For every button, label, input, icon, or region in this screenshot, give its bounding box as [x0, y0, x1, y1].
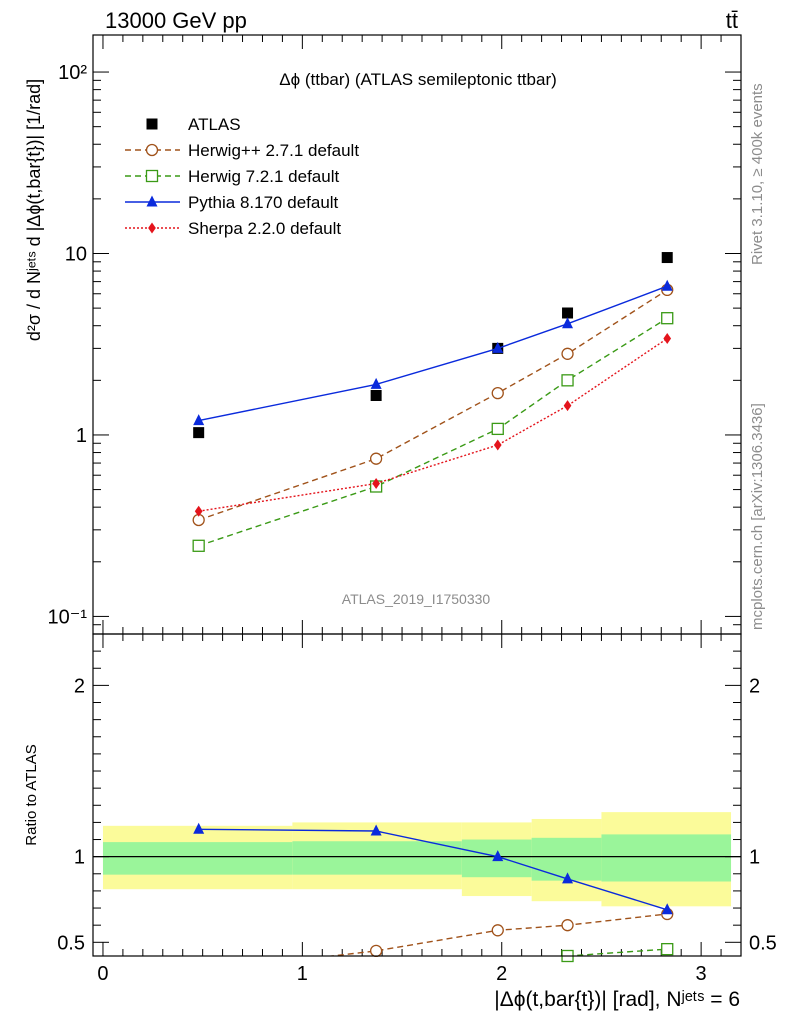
- ratio-series-2-point: [562, 872, 574, 884]
- main-ylabel: d²σ / d Nʲᵉᵗˢ d |Δϕ(t,bar{t})| [1/rad]: [24, 79, 44, 341]
- main-series-4-line: [198, 337, 668, 512]
- ratio-frame: [92, 633, 742, 957]
- ratio-series-1-point: [661, 942, 674, 956]
- header-energy: 13000 GeV pp: [105, 8, 247, 33]
- main-series-0-point: [562, 307, 574, 319]
- main-series-1-line: [198, 289, 668, 521]
- main-series-4-point: [563, 400, 572, 412]
- main-series-3-point: [370, 377, 382, 389]
- ratio-series: [193, 822, 674, 963]
- main-series-3-point: [661, 279, 673, 291]
- mcplots-label: mcplots.cern.ch [arXiv:1306.3436]: [749, 403, 766, 630]
- main-series-2-point: [491, 422, 504, 436]
- legend-label: Herwig 7.2.1 default: [188, 167, 339, 186]
- main-series-4-point: [663, 333, 672, 345]
- main-series-1-point: [491, 386, 504, 400]
- ratio-ytick-label-left: 1: [74, 847, 85, 869]
- ratio-ytick-label-left: 0.5: [57, 932, 85, 954]
- ratio-ytick-label-right: 1: [749, 847, 760, 869]
- main-series-3-line: [198, 285, 668, 422]
- main-ytick-label: 10⁻¹: [48, 606, 88, 628]
- main-series-3-point: [562, 317, 574, 329]
- main-series-2-point: [661, 312, 674, 325]
- ratio-band-inner: [102, 842, 293, 875]
- ratio-series-2-point: [661, 903, 673, 915]
- ratio-ytick-label-right: 0.5: [749, 932, 777, 954]
- main-ticks: 10⁻¹ 1 10 10²: [48, 35, 742, 635]
- ratio-series-0-line: [325, 913, 668, 956]
- ratio-xtick-label: 3: [696, 963, 707, 985]
- ratio-ticks: 0.5 0.5 1 1 2 2 0 1 2 3: [57, 633, 777, 985]
- rivet-label: Rivet 3.1.10, ≥ 400k events: [749, 83, 766, 265]
- main-panel: Δϕ (ttbar) (ATLAS semileptonic ttbar) AT…: [24, 35, 742, 635]
- main-series-1-point: [561, 347, 574, 360]
- legend-label: Sherpa 2.2.0 default: [188, 219, 341, 238]
- main-series-3-point: [492, 341, 504, 353]
- ratio-xlabel: |Δϕ(t,bar{t})| [rad], Nʲᵉᵗˢ = 6: [494, 988, 740, 1011]
- main-series-3-point: [193, 414, 205, 426]
- legend-label: Herwig++ 2.7.1 default: [188, 141, 359, 160]
- ratio-band-inner: [531, 837, 602, 881]
- ratio-series-2-point: [370, 824, 382, 836]
- main-series-2-point: [561, 374, 574, 387]
- ratio-panel: Ratio to ATLAS |Δϕ(t,bar{t})| [rad], Nʲᵉ…: [23, 633, 777, 1011]
- ratio-series-0-point: [369, 944, 383, 958]
- main-ytick-label: 10²: [58, 62, 87, 84]
- main-series-1-point: [369, 452, 383, 465]
- main-series-0-point: [370, 389, 382, 401]
- main-series-2-line: [198, 317, 668, 547]
- ratio-series-2-point: [492, 850, 504, 862]
- main-series: [192, 252, 674, 552]
- legend-label: Pythia 8.170 default: [188, 193, 339, 212]
- main-series-0-point: [661, 252, 673, 264]
- main-series-4-point: [372, 478, 380, 490]
- legend-label: ATLAS: [188, 115, 241, 134]
- analysis-watermark: ATLAS_2019_I1750330: [342, 591, 491, 607]
- ratio-series-2-point: [193, 822, 205, 834]
- ratio-ytick-label-right: 2: [749, 675, 760, 697]
- main-ytick-label: 1: [76, 425, 87, 447]
- ratio-series-0-point: [491, 924, 504, 937]
- legend-marker: [146, 118, 158, 130]
- legend-marker: [145, 169, 159, 183]
- main-ytick-label: 10: [65, 243, 87, 265]
- main-series-2-point: [192, 539, 205, 552]
- ratio-band-inner: [292, 841, 462, 875]
- main-series-0-point: [193, 427, 205, 439]
- ratio-series-0-point: [561, 919, 574, 932]
- ratio-xtick-label: 0: [97, 963, 108, 985]
- legend-marker: [148, 222, 156, 234]
- legend: ATLAS Herwig++ 2.7.1 default Herwig 7.2.1 …: [125, 115, 359, 238]
- ratio-ytick-label-left: 2: [74, 675, 85, 697]
- ratio-series-1-line: [562, 948, 668, 956]
- legend-marker: [146, 195, 158, 207]
- ratio-xtick-label: 2: [496, 963, 507, 985]
- ratio-uncertainty-bands: [93, 812, 741, 907]
- header-process: tt̄: [726, 8, 738, 33]
- ratio-ylabel: Ratio to ATLAS: [23, 744, 40, 845]
- main-title: Δϕ (ttbar) (ATLAS semileptonic ttbar): [279, 70, 557, 89]
- main-series-4-point: [493, 439, 502, 451]
- legend-marker: [145, 143, 159, 157]
- ratio-xtick-label: 1: [297, 963, 308, 985]
- main-series-4-point: [194, 505, 203, 517]
- ratio-band-inner: [601, 834, 732, 882]
